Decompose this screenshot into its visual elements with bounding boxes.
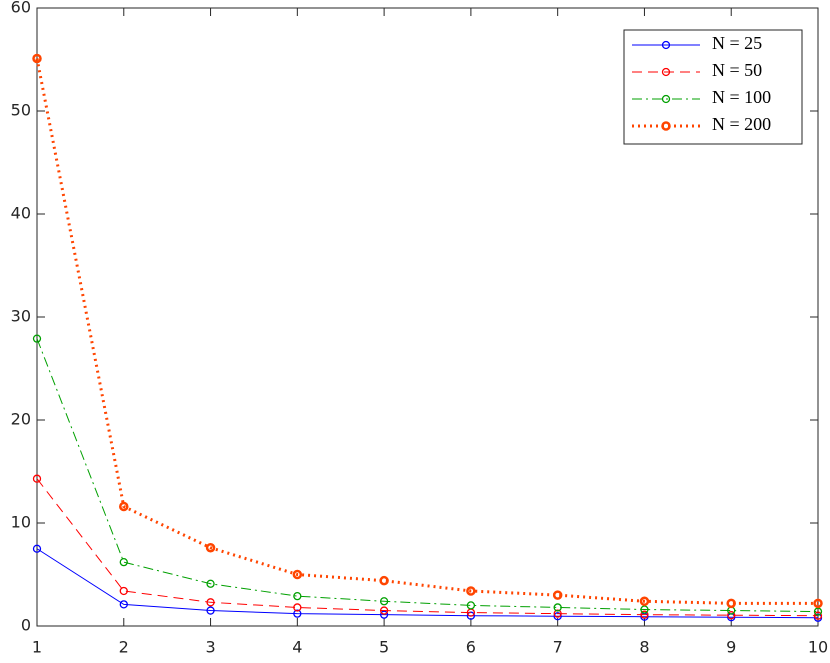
- x-tick-label: 7: [553, 638, 563, 657]
- marker: [32, 544, 42, 553]
- legend-marker: [661, 67, 671, 77]
- series-line: [35, 58, 818, 605]
- legend-label: N = 50: [712, 60, 762, 80]
- marker: [553, 609, 562, 618]
- marker: [466, 601, 476, 610]
- marker: [379, 597, 389, 606]
- series-line: [36, 338, 819, 613]
- marker: [726, 598, 736, 609]
- x-tick-label: 10: [808, 638, 828, 657]
- marker: [292, 569, 303, 580]
- legend-marker: [661, 40, 671, 50]
- marker: [640, 610, 649, 619]
- x-tick-label: 8: [639, 638, 649, 657]
- marker: [119, 600, 128, 609]
- legend-marker: [661, 94, 671, 104]
- marker: [206, 579, 215, 588]
- legend-marker: [661, 121, 671, 131]
- marker: [32, 474, 42, 483]
- marker: [813, 611, 823, 620]
- marker: [639, 596, 650, 607]
- marker: [379, 610, 389, 619]
- series-line: [36, 478, 819, 617]
- marker: [293, 591, 302, 601]
- y-tick-label: 0: [21, 616, 31, 635]
- legend-label: N = 100: [712, 87, 771, 107]
- marker: [553, 612, 562, 621]
- marker: [727, 611, 736, 620]
- x-tick-label: 3: [205, 638, 215, 657]
- y-tick-label: 20: [11, 410, 31, 429]
- marker: [32, 53, 42, 64]
- x-tick-label: 4: [292, 638, 302, 657]
- marker: [379, 606, 389, 615]
- y-tick-label: 40: [11, 204, 31, 223]
- marker: [293, 609, 302, 618]
- y-tick-label: 60: [11, 0, 31, 17]
- marker: [206, 606, 215, 615]
- marker: [552, 590, 563, 600]
- marker: [119, 557, 128, 567]
- marker: [205, 542, 216, 553]
- marker: [32, 334, 42, 343]
- marker: [813, 598, 823, 609]
- marker: [379, 575, 389, 586]
- marker: [119, 501, 129, 512]
- marker: [466, 586, 476, 596]
- marker: [293, 603, 302, 612]
- legend-label: N = 25: [712, 33, 762, 53]
- y-tick-label: 10: [11, 513, 31, 532]
- x-tick-label: 9: [726, 638, 736, 657]
- y-tick-label: 30: [11, 307, 31, 326]
- marker: [206, 598, 215, 607]
- legend: N = 25 N = 50 N = 100 N = 200: [623, 29, 803, 145]
- legend-label: N = 200: [712, 114, 771, 134]
- marker: [553, 603, 562, 612]
- x-tick-label: 6: [466, 638, 476, 657]
- x-tick-label: 5: [379, 638, 389, 657]
- marker: [119, 586, 128, 596]
- y-tick-label: 50: [11, 101, 31, 120]
- series-line: [36, 548, 819, 619]
- x-tick-label: 2: [119, 638, 129, 657]
- legend-box: [623, 29, 803, 145]
- x-tick-label: 1: [32, 638, 42, 657]
